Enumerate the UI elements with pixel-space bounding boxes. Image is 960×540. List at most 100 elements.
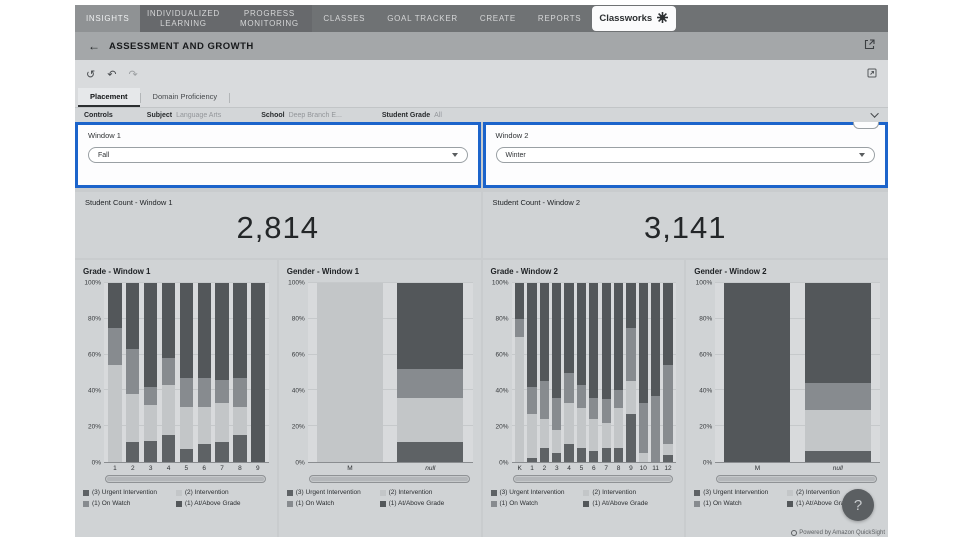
stacked-bar-4[interactable] bbox=[161, 283, 176, 462]
bar-segment-intervention[interactable] bbox=[601, 422, 611, 448]
bar-segment-urgent[interactable] bbox=[589, 451, 599, 462]
tab-domain-proficiency[interactable]: Domain Proficiency bbox=[152, 92, 218, 101]
stacked-bar-M[interactable] bbox=[316, 283, 383, 462]
stacked-bar-3[interactable] bbox=[552, 283, 562, 462]
bar-segment-onwatch[interactable] bbox=[215, 379, 229, 403]
bar-segment-urgent[interactable] bbox=[527, 458, 537, 462]
stacked-bar-9[interactable] bbox=[626, 283, 636, 462]
bar-segment-atabove[interactable] bbox=[626, 283, 636, 328]
bar-segment-urgent[interactable] bbox=[601, 447, 611, 462]
bar-segment-urgent[interactable] bbox=[804, 451, 871, 462]
bar-segment-atabove[interactable] bbox=[663, 283, 673, 366]
reset-icon[interactable]: ↺ bbox=[86, 68, 96, 81]
bar-segment-intervention[interactable] bbox=[576, 408, 587, 448]
undo-icon[interactable]: ↶ bbox=[107, 68, 117, 81]
bar-segment-onwatch[interactable] bbox=[589, 397, 599, 420]
stacked-bar-K[interactable] bbox=[515, 283, 525, 462]
stacked-bar-7[interactable] bbox=[601, 283, 611, 462]
stacked-bar-5[interactable] bbox=[576, 283, 587, 462]
bar-segment-atabove[interactable] bbox=[397, 283, 464, 369]
filter-school[interactable]: School Deep Branch E... bbox=[261, 112, 342, 119]
stacked-bar-null[interactable] bbox=[397, 283, 464, 462]
scrollbar-thumb[interactable] bbox=[107, 477, 264, 481]
bar-segment-urgent[interactable] bbox=[215, 442, 229, 462]
nav-item-reports[interactable]: REPORTS bbox=[537, 13, 582, 23]
bar-segment-urgent[interactable] bbox=[564, 444, 574, 462]
bar-segment-intervention[interactable] bbox=[143, 404, 158, 441]
bar-segment-intervention[interactable] bbox=[589, 419, 599, 452]
bar-segment-onwatch[interactable] bbox=[552, 397, 562, 430]
scrollbar-thumb[interactable] bbox=[718, 477, 875, 481]
stacked-bar-M[interactable] bbox=[724, 283, 791, 462]
nav-item-classes[interactable]: CLASSES bbox=[323, 13, 366, 23]
back-icon[interactable]: ← bbox=[88, 39, 100, 53]
bar-segment-onwatch[interactable] bbox=[804, 383, 871, 411]
help-button[interactable]: ? bbox=[842, 489, 874, 521]
bar-segment-onwatch[interactable] bbox=[613, 390, 624, 409]
bar-segment-onwatch[interactable] bbox=[197, 377, 211, 407]
bar-segment-intervention[interactable] bbox=[215, 402, 229, 443]
stacked-bar-6[interactable] bbox=[197, 283, 211, 462]
stacked-bar-8[interactable] bbox=[233, 283, 247, 462]
window-2-dropdown[interactable]: Winter bbox=[495, 147, 875, 163]
chart-scrollbar[interactable] bbox=[716, 475, 877, 483]
bar-segment-atabove[interactable] bbox=[251, 283, 265, 462]
stacked-bar-3[interactable] bbox=[143, 283, 158, 462]
bar-segment-urgent[interactable] bbox=[143, 440, 158, 462]
bar-segment-intervention[interactable] bbox=[108, 365, 122, 462]
stacked-bar-null[interactable] bbox=[804, 283, 871, 462]
stacked-bar-2[interactable] bbox=[539, 283, 550, 462]
bar-segment-urgent[interactable] bbox=[397, 442, 464, 462]
bar-segment-intervention[interactable] bbox=[539, 419, 550, 448]
stacked-bar-8[interactable] bbox=[613, 283, 624, 462]
bar-segment-onwatch[interactable] bbox=[397, 368, 464, 398]
bar-segment-onwatch[interactable] bbox=[233, 377, 247, 407]
bar-segment-atabove[interactable] bbox=[552, 283, 562, 398]
bar-segment-intervention[interactable] bbox=[663, 444, 673, 455]
bar-segment-onwatch[interactable] bbox=[108, 327, 122, 366]
bar-segment-onwatch[interactable] bbox=[515, 318, 525, 337]
stacked-bar-2[interactable] bbox=[126, 283, 140, 462]
controls-bar[interactable]: Controls Subject Language Arts School Deep … bbox=[75, 108, 888, 122]
redo-icon[interactable]: ↷ bbox=[128, 68, 138, 81]
chevron-down-icon[interactable] bbox=[870, 109, 879, 118]
bar-segment-atabove[interactable] bbox=[613, 283, 624, 391]
bar-segment-atabove[interactable] bbox=[233, 283, 247, 378]
bar-segment-onwatch[interactable] bbox=[576, 385, 587, 409]
stacked-bar-10[interactable] bbox=[638, 283, 648, 462]
bar-segment-onwatch[interactable] bbox=[126, 349, 140, 394]
window-1-dropdown[interactable]: Fall bbox=[88, 147, 468, 163]
bar-segment-atabove[interactable] bbox=[143, 283, 158, 387]
bar-segment-intervention[interactable] bbox=[527, 413, 537, 459]
scrollbar-thumb[interactable] bbox=[310, 477, 468, 481]
bar-segment-intervention[interactable] bbox=[626, 381, 636, 414]
panel-hover-tab[interactable] bbox=[853, 122, 879, 129]
chart-scrollbar[interactable] bbox=[105, 475, 266, 483]
bar-segment-atabove[interactable] bbox=[161, 283, 176, 359]
bar-segment-atabove[interactable] bbox=[197, 283, 211, 378]
nav-item-create[interactable]: CREATE bbox=[479, 13, 516, 23]
stacked-bar-1[interactable] bbox=[108, 283, 122, 462]
nav-item-insights[interactable]: INSIGHTS bbox=[75, 5, 141, 32]
bar-segment-urgent[interactable] bbox=[233, 435, 247, 462]
bar-segment-atabove[interactable] bbox=[724, 283, 791, 462]
bar-segment-atabove[interactable] bbox=[576, 283, 587, 386]
bar-segment-urgent[interactable] bbox=[161, 435, 176, 462]
stacked-bar-7[interactable] bbox=[215, 283, 229, 462]
bar-segment-intervention[interactable] bbox=[515, 336, 525, 462]
bar-segment-intervention[interactable] bbox=[804, 410, 871, 452]
bar-segment-onwatch[interactable] bbox=[651, 395, 661, 462]
stacked-bar-5[interactable] bbox=[179, 283, 194, 462]
chart-scrollbar[interactable] bbox=[308, 475, 470, 483]
stacked-bar-9[interactable] bbox=[251, 283, 265, 462]
nav-item-individualized-learning[interactable]: INDIVIDUALIZED LEARNING bbox=[140, 5, 227, 32]
bar-segment-atabove[interactable] bbox=[539, 283, 550, 382]
bar-segment-onwatch[interactable] bbox=[527, 386, 537, 414]
bar-segment-onwatch[interactable] bbox=[626, 327, 636, 382]
scrollbar-thumb[interactable] bbox=[514, 477, 672, 481]
classworks-badge[interactable]: Classworks bbox=[592, 6, 677, 31]
bar-segment-atabove[interactable] bbox=[215, 283, 229, 380]
bar-segment-onwatch[interactable] bbox=[564, 372, 574, 403]
bar-segment-atabove[interactable] bbox=[589, 283, 599, 398]
bar-segment-intervention[interactable] bbox=[638, 453, 648, 462]
